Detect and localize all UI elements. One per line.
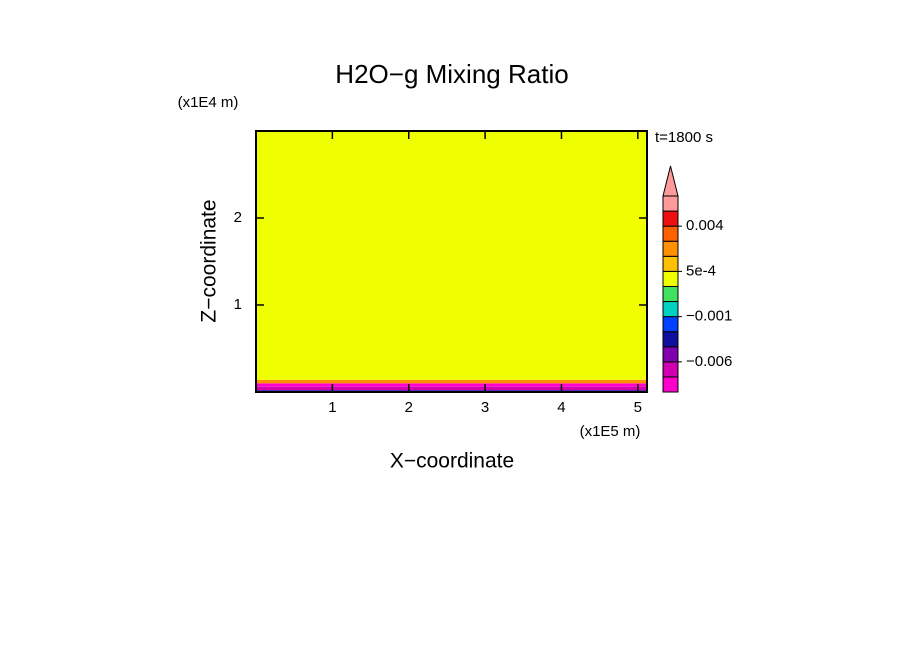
colorbar-tick-label: −0.001: [686, 308, 732, 325]
colorbar-band: [662, 331, 679, 348]
colorbar-tick-label: −0.006: [686, 353, 732, 370]
colorbar-extension: [662, 165, 679, 197]
colorbar-band: [662, 255, 679, 272]
y-tick-label: 1: [234, 296, 242, 313]
colorbar-band: [662, 210, 679, 227]
colorbar-band: [662, 361, 679, 378]
x-tick-label: 1: [328, 399, 336, 416]
colorbar-band: [662, 316, 679, 333]
colorbar-tick-label: 0.004: [686, 217, 724, 234]
colorbar-band: [662, 195, 679, 212]
colorbar-tick-label: 5e-4: [686, 262, 716, 279]
time-label: t=1800 s: [655, 129, 713, 146]
contour-band: [256, 379, 647, 384]
y-axis-label: Z−coordinate: [198, 199, 221, 322]
y-tick-label: 2: [234, 209, 242, 226]
colorbar-band: [662, 270, 679, 287]
x-tick-label: 4: [557, 399, 565, 416]
x-axis-label: X−coordinate: [390, 450, 514, 473]
colorbar-band: [662, 240, 679, 257]
chart-title: H2O−g Mixing Ratio: [335, 59, 568, 89]
contour-band: [256, 383, 647, 387]
colorbar-band: [662, 225, 679, 242]
colorbar-band: [662, 285, 679, 303]
contour-band: [256, 131, 647, 380]
plot-frame: [255, 130, 648, 393]
contour-band: [256, 386, 647, 391]
y-unit: (x1E4 m): [178, 94, 239, 111]
x-tick-label: 5: [634, 399, 642, 416]
x-tick-label: 2: [405, 399, 413, 416]
colorbar-band: [662, 301, 679, 318]
colorbar-band: [662, 346, 679, 363]
x-tick-label: 3: [481, 399, 489, 416]
x-unit: (x1E5 m): [580, 423, 641, 440]
colorbar-band: [662, 376, 679, 393]
